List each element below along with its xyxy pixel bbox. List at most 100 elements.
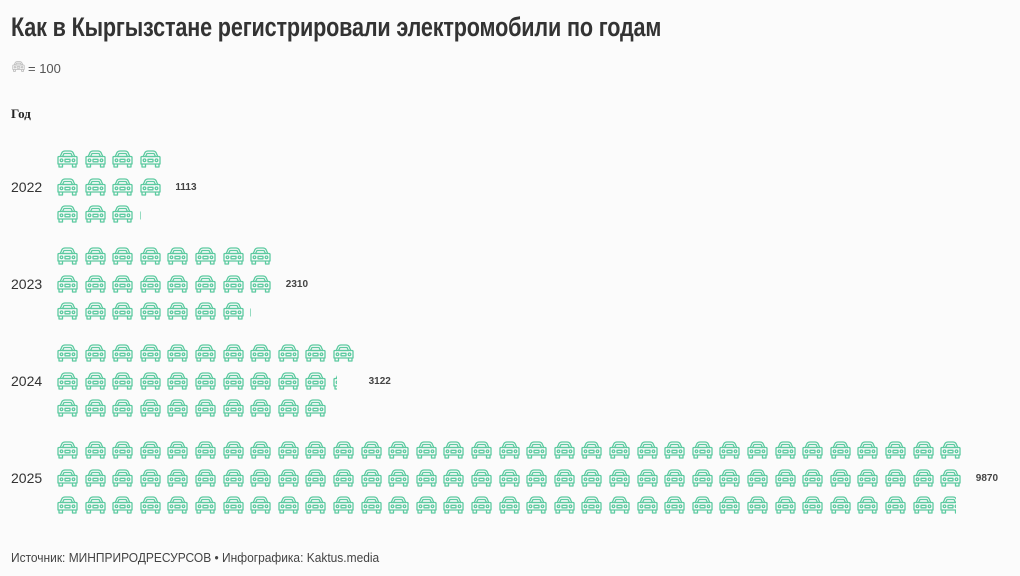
car-icon bbox=[883, 495, 908, 515]
car-icon bbox=[165, 274, 190, 294]
car-icon bbox=[607, 440, 632, 460]
car-icon bbox=[331, 440, 356, 460]
car-icon bbox=[469, 495, 494, 515]
car-icon bbox=[911, 468, 936, 488]
car-icon bbox=[441, 468, 466, 488]
car-icon bbox=[248, 371, 273, 391]
car-icon bbox=[165, 246, 190, 266]
car-icon bbox=[524, 440, 549, 460]
year-label: 2025 bbox=[11, 470, 43, 486]
legend-text: = 100 bbox=[28, 60, 61, 76]
car-icon bbox=[138, 246, 163, 266]
car-icon bbox=[221, 398, 246, 418]
value-label: 3122 bbox=[368, 376, 391, 387]
car-icon bbox=[414, 468, 439, 488]
car-icon bbox=[414, 440, 439, 460]
value-label: 9870 bbox=[975, 473, 999, 484]
car-icon bbox=[579, 495, 604, 515]
value-label: 2310 bbox=[285, 279, 309, 290]
car-icon bbox=[717, 440, 742, 460]
car-icon bbox=[110, 343, 135, 363]
car-icon bbox=[83, 440, 108, 460]
car-icon bbox=[83, 204, 108, 224]
car-icon bbox=[331, 343, 356, 363]
car-icon bbox=[607, 468, 632, 488]
source-footer: Источник: МИНПРИРОДРЕСУРСОВ • Инфографик… bbox=[11, 550, 380, 565]
car-icon bbox=[248, 495, 273, 515]
car-icon bbox=[83, 343, 108, 363]
car-icon bbox=[193, 371, 218, 391]
car-icon bbox=[110, 371, 135, 391]
car-icon bbox=[800, 440, 825, 460]
car-icon bbox=[193, 274, 218, 294]
chart-title: Как в Кыргызстане регистрировали электро… bbox=[11, 12, 662, 42]
year-group-2025: 2025 9870 bbox=[0, 440, 1020, 524]
car-icon bbox=[303, 495, 328, 515]
car-icon bbox=[221, 246, 246, 266]
car-icon bbox=[165, 398, 190, 418]
axis-label-year: Год bbox=[11, 106, 31, 121]
car-icon bbox=[717, 495, 742, 515]
icon-grid bbox=[55, 343, 975, 427]
car-icon bbox=[938, 495, 956, 515]
car-icon bbox=[773, 495, 798, 515]
car-icon bbox=[635, 440, 660, 460]
car-icon bbox=[579, 468, 604, 488]
car-icon bbox=[386, 495, 411, 515]
car-icon bbox=[110, 177, 135, 197]
car-icon bbox=[248, 246, 273, 266]
car-icon bbox=[248, 343, 273, 363]
car-icon bbox=[221, 274, 246, 294]
car-icon bbox=[221, 371, 246, 391]
car-icon bbox=[83, 371, 108, 391]
car-icon bbox=[55, 440, 80, 460]
car-icon bbox=[193, 343, 218, 363]
car-icon bbox=[110, 398, 135, 418]
car-icon bbox=[883, 468, 908, 488]
car-icon bbox=[883, 440, 908, 460]
car-icon bbox=[110, 246, 135, 266]
car-icon bbox=[276, 468, 301, 488]
car-icon bbox=[331, 371, 337, 391]
car-icon bbox=[83, 398, 108, 418]
car-icon bbox=[441, 440, 466, 460]
car-icon bbox=[221, 495, 246, 515]
car-icon bbox=[55, 149, 80, 169]
car-icon bbox=[165, 468, 190, 488]
car-icon bbox=[911, 440, 936, 460]
year-group-2022: 2022 1113 bbox=[0, 149, 1020, 233]
car-icon bbox=[138, 371, 163, 391]
car-icon bbox=[303, 468, 328, 488]
car-icon bbox=[690, 495, 715, 515]
car-icon bbox=[303, 343, 328, 363]
car-icon bbox=[662, 440, 687, 460]
car-icon bbox=[165, 343, 190, 363]
car-icon bbox=[55, 495, 80, 515]
car-icon bbox=[193, 246, 218, 266]
car-icon bbox=[828, 440, 853, 460]
car-icon bbox=[193, 468, 218, 488]
car-icon bbox=[221, 343, 246, 363]
car-icon bbox=[83, 495, 108, 515]
car-icon bbox=[745, 495, 770, 515]
car-icon bbox=[662, 495, 687, 515]
car-icon bbox=[138, 398, 163, 418]
car-icon bbox=[83, 468, 108, 488]
car-icon bbox=[83, 274, 108, 294]
car-icon bbox=[662, 468, 687, 488]
car-icon bbox=[165, 495, 190, 515]
car-icon bbox=[497, 468, 522, 488]
car-icon bbox=[276, 495, 301, 515]
car-icon bbox=[745, 440, 770, 460]
value-label: 1113 bbox=[175, 182, 197, 193]
car-icon bbox=[800, 468, 825, 488]
car-icon bbox=[276, 398, 301, 418]
car-icon bbox=[359, 495, 384, 515]
car-icon bbox=[248, 301, 251, 321]
car-icon bbox=[138, 204, 142, 224]
car-icon bbox=[938, 440, 963, 460]
car-icon bbox=[110, 301, 135, 321]
car-icon bbox=[276, 371, 301, 391]
car-icon bbox=[83, 177, 108, 197]
icon-grid bbox=[55, 246, 975, 330]
